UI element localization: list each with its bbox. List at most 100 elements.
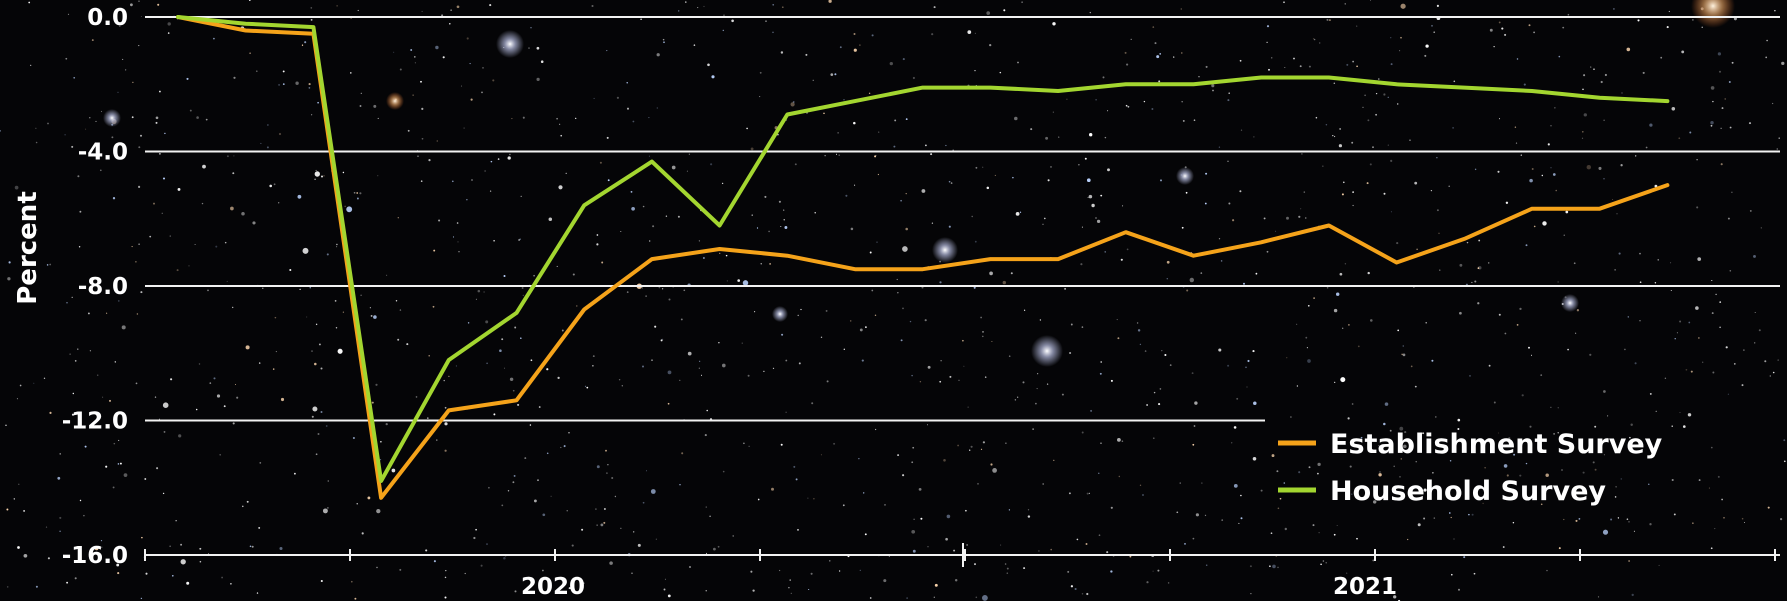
star bbox=[1629, 436, 1631, 439]
star bbox=[161, 212, 163, 214]
star bbox=[1284, 66, 1286, 69]
star bbox=[550, 495, 552, 497]
star bbox=[662, 338, 664, 340]
star bbox=[912, 549, 916, 553]
star bbox=[380, 459, 382, 461]
star bbox=[501, 338, 504, 341]
star bbox=[1425, 322, 1427, 324]
star bbox=[1334, 135, 1336, 138]
star bbox=[977, 482, 979, 485]
star bbox=[236, 396, 239, 399]
star bbox=[1342, 327, 1344, 329]
star bbox=[1547, 143, 1550, 146]
star bbox=[312, 406, 318, 412]
star bbox=[158, 90, 161, 93]
star bbox=[1192, 443, 1195, 446]
star bbox=[645, 295, 647, 297]
star bbox=[731, 19, 734, 23]
star bbox=[1621, 92, 1623, 94]
star bbox=[592, 355, 595, 358]
star bbox=[1574, 332, 1577, 334]
star bbox=[1436, 4, 1439, 7]
star bbox=[302, 247, 309, 254]
star bbox=[1005, 442, 1007, 444]
star bbox=[145, 572, 148, 575]
star bbox=[1117, 337, 1120, 340]
star bbox=[991, 340, 993, 343]
bright-star bbox=[1691, 0, 1735, 28]
star bbox=[1313, 38, 1316, 41]
star bbox=[170, 378, 173, 381]
star bbox=[1383, 93, 1386, 96]
star bbox=[119, 462, 122, 465]
star bbox=[833, 442, 836, 445]
star bbox=[359, 192, 362, 195]
star bbox=[441, 14, 444, 17]
star bbox=[186, 77, 189, 80]
star bbox=[603, 508, 606, 510]
star bbox=[471, 179, 473, 181]
star bbox=[722, 470, 725, 473]
star bbox=[853, 121, 856, 125]
star bbox=[1552, 173, 1556, 176]
star bbox=[1671, 478, 1674, 482]
star bbox=[876, 241, 878, 243]
star bbox=[642, 501, 645, 504]
star bbox=[131, 116, 134, 119]
star bbox=[971, 215, 973, 218]
star bbox=[700, 374, 703, 376]
star bbox=[1390, 159, 1393, 162]
star bbox=[661, 288, 664, 290]
star bbox=[781, 6, 784, 9]
star bbox=[1104, 251, 1106, 253]
star bbox=[524, 457, 527, 460]
star bbox=[442, 56, 445, 59]
star bbox=[111, 136, 114, 139]
star bbox=[509, 153, 511, 156]
star bbox=[1607, 415, 1609, 417]
star bbox=[1628, 445, 1631, 447]
star bbox=[361, 532, 364, 535]
star bbox=[1575, 519, 1578, 522]
star bbox=[759, 96, 761, 98]
star bbox=[514, 326, 517, 329]
star bbox=[1253, 401, 1257, 405]
star bbox=[1271, 57, 1273, 59]
star bbox=[1058, 136, 1060, 138]
star bbox=[649, 240, 651, 242]
star bbox=[1541, 174, 1544, 177]
star bbox=[72, 392, 74, 395]
star bbox=[667, 370, 672, 375]
star bbox=[336, 246, 338, 248]
star bbox=[136, 313, 139, 315]
star bbox=[258, 526, 261, 529]
star bbox=[1317, 462, 1321, 467]
star bbox=[1159, 53, 1162, 55]
star bbox=[309, 287, 311, 289]
star bbox=[1741, 384, 1744, 387]
star bbox=[1198, 76, 1200, 78]
star bbox=[1557, 281, 1559, 283]
star bbox=[572, 273, 575, 276]
star bbox=[725, 254, 728, 257]
star bbox=[620, 527, 622, 529]
star bbox=[596, 243, 599, 246]
star bbox=[838, 154, 840, 156]
star bbox=[1489, 28, 1493, 32]
star bbox=[1349, 465, 1352, 468]
star bbox=[1139, 484, 1142, 486]
star bbox=[1728, 81, 1731, 83]
star bbox=[1753, 254, 1756, 258]
star bbox=[1375, 92, 1378, 95]
star bbox=[842, 504, 845, 507]
star bbox=[763, 370, 765, 373]
star bbox=[1660, 56, 1663, 59]
star bbox=[282, 70, 285, 73]
star bbox=[607, 179, 610, 182]
star bbox=[1106, 551, 1109, 554]
star bbox=[90, 14, 93, 17]
star bbox=[1718, 70, 1722, 73]
star bbox=[1529, 425, 1532, 428]
star bbox=[1649, 523, 1652, 526]
star bbox=[377, 117, 379, 119]
